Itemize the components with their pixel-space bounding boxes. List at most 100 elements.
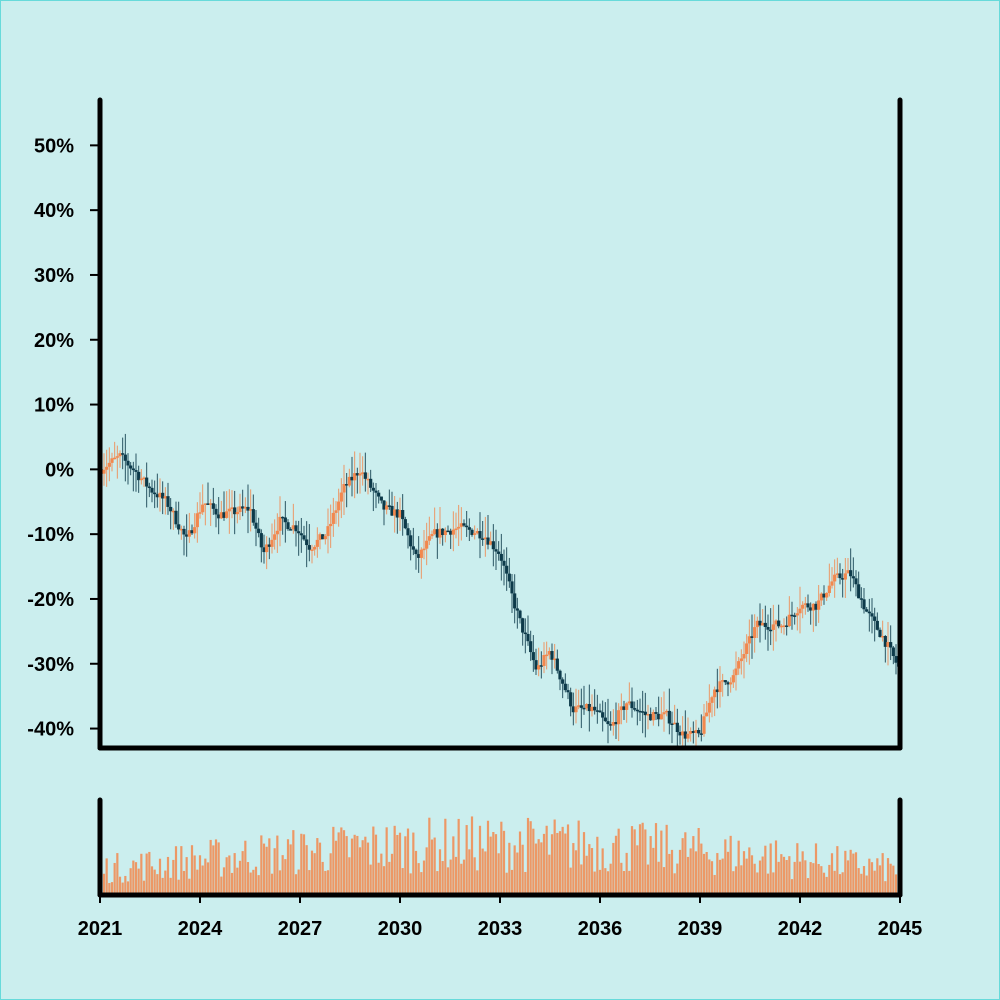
candle-body — [723, 680, 727, 683]
candle-body — [547, 651, 551, 655]
volume-bar — [126, 881, 130, 895]
volume-bar — [444, 818, 447, 895]
candle-body — [379, 496, 383, 501]
volume-bar — [612, 842, 615, 895]
volume-bar — [604, 868, 607, 895]
candle-body — [835, 573, 839, 575]
candle-body — [793, 615, 797, 617]
candle-body — [475, 531, 479, 534]
volume-bar — [308, 870, 311, 895]
volume-bar — [806, 878, 810, 895]
candle-body — [153, 492, 157, 495]
volume-bar — [494, 834, 498, 895]
candle-body — [561, 679, 565, 684]
volume-bar — [190, 845, 194, 895]
volume-bar — [430, 839, 434, 895]
y-tick-label: -40% — [27, 719, 74, 741]
candle-body — [385, 505, 389, 510]
candle-body — [859, 598, 863, 600]
candle-body — [678, 732, 682, 736]
candle-body — [150, 487, 154, 493]
volume-bar — [676, 863, 679, 895]
volume-bar — [740, 865, 743, 895]
volume-bar — [766, 873, 770, 895]
candle-body — [427, 536, 431, 541]
candle-body — [334, 510, 338, 513]
candle-body — [414, 549, 418, 555]
volume-bar — [884, 881, 887, 895]
candle-body — [259, 533, 263, 548]
volume-bar — [302, 834, 306, 895]
volume-bar — [625, 852, 628, 895]
candle-body — [894, 656, 898, 663]
volume-bar — [801, 851, 804, 895]
volume-bar — [481, 848, 484, 895]
candle-body — [542, 655, 546, 666]
volume-bar — [574, 850, 578, 895]
candle-body — [526, 633, 530, 642]
candle-body — [627, 701, 631, 704]
candle-body — [771, 624, 775, 630]
volume-bar — [593, 871, 596, 895]
candle-body — [361, 472, 365, 474]
volume-bar — [598, 869, 602, 895]
candle-body — [755, 620, 759, 628]
candle-body — [209, 503, 213, 505]
volume-bar — [260, 835, 263, 895]
x-tick-label: 2030 — [378, 918, 423, 940]
candle-body — [307, 545, 311, 550]
x-axis-ticks: 2021 2024 2027 2030 2033 2036 2039 2042 2045 — [78, 895, 922, 940]
volume-bar — [857, 868, 860, 895]
volume-bar — [841, 872, 844, 895]
candle-body — [203, 503, 207, 505]
volume-bar — [446, 867, 450, 895]
candle-body — [422, 548, 426, 551]
volume-bar — [249, 872, 252, 895]
volume-bar — [300, 833, 303, 895]
candle-body — [206, 503, 210, 505]
y-tick-label: -20% — [27, 589, 74, 611]
candle-body — [118, 453, 122, 457]
volume-bar — [132, 860, 135, 895]
candle-body — [707, 702, 711, 713]
candle-body — [590, 706, 594, 712]
candle-body — [553, 658, 557, 661]
candle-body — [262, 547, 266, 553]
volume-bar — [748, 847, 751, 895]
candle-body — [267, 544, 271, 547]
volume-bar — [297, 869, 300, 895]
volume-bar — [588, 844, 591, 895]
candle-body — [774, 620, 778, 625]
volume-bar — [881, 853, 884, 895]
candle-body — [318, 534, 322, 540]
candle-body — [201, 504, 205, 513]
volume-bar — [508, 842, 511, 895]
volume-bar — [628, 870, 631, 895]
candle-body — [265, 544, 269, 553]
candle-body — [875, 620, 879, 630]
volume-bar — [804, 860, 807, 895]
candle-body — [534, 660, 538, 670]
volume-bar — [878, 865, 882, 895]
candle-body — [185, 534, 189, 537]
volume-bar — [633, 829, 636, 895]
y-tick-label: 50% — [34, 135, 74, 157]
candle-body — [811, 603, 815, 611]
volume-bar — [521, 844, 524, 895]
candle-body — [577, 705, 581, 707]
candle-body — [569, 692, 573, 707]
volume-bar — [636, 845, 639, 895]
volume-bar — [105, 858, 108, 895]
candle-body — [441, 528, 445, 536]
volume-bar — [777, 861, 780, 895]
volume-bar — [334, 840, 338, 895]
candle-body — [849, 570, 853, 577]
volume-bar — [529, 821, 532, 895]
candle-body — [137, 471, 141, 481]
candle-body — [729, 682, 733, 685]
volume-bar — [396, 834, 399, 895]
volume-bar — [694, 851, 698, 895]
volume-bar — [212, 845, 215, 895]
volume-bar — [180, 846, 183, 895]
volume-bar — [558, 831, 562, 895]
